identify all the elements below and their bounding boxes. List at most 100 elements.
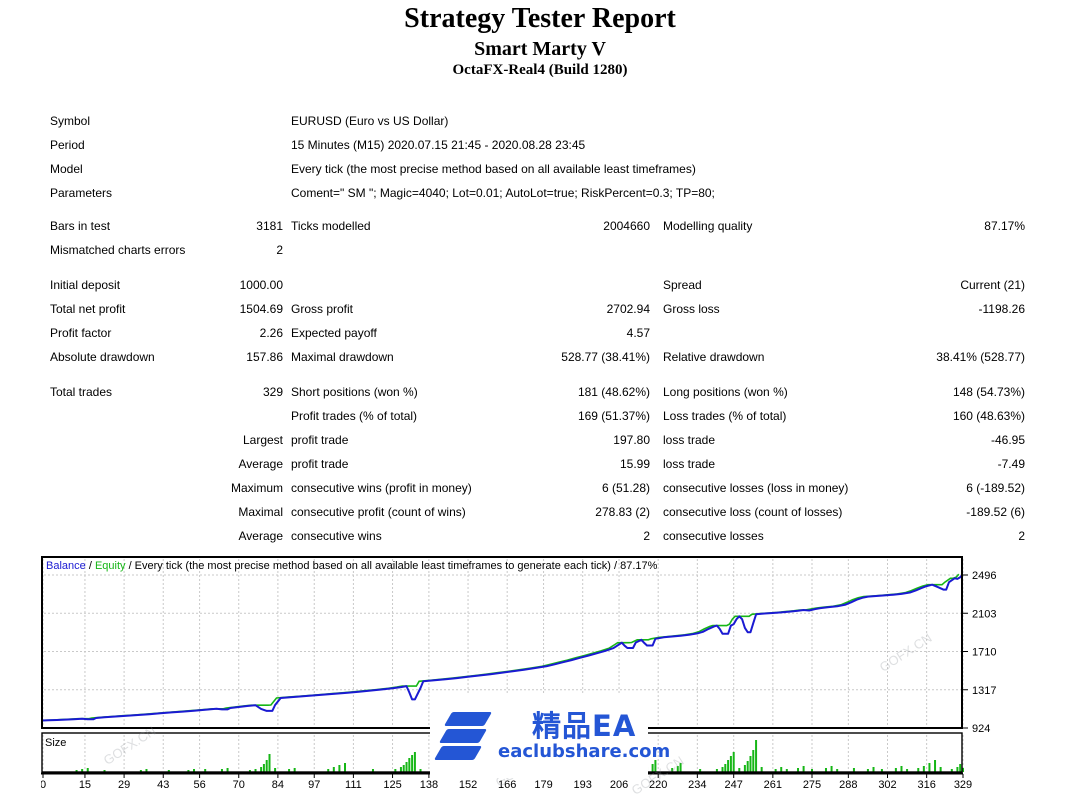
table-cell: 1000.00 [239,278,283,292]
table-row: Bars in test 3181 Ticks modelled 2004660 Mod… [0,214,1080,238]
page-title: Strategy Tester Report [404,3,676,34]
x-tick-label: 29 [118,779,130,791]
table-cell: Current (21) [960,278,1025,292]
table-cell: Modelling quality [663,219,753,233]
table-cell: Spread [663,278,702,292]
x-tick-label: 111 [345,779,362,791]
axis-labels: 2496 2103 1710 1317 924 0 15 29 43 56 70 84 97 111 125… [40,570,997,791]
table-cell: consecutive losses [663,529,764,543]
table-cell: 1504.69 [239,302,283,316]
watermark-site: eaclubshare.com [498,741,671,762]
table-row: Average profit trade 15.99 loss trade -7.49 [0,452,1080,476]
table-cell: EURUSD (Euro vs US Dollar) [291,114,449,128]
x-tick-label: 70 [233,779,245,791]
table-cell: -7.49 [997,457,1025,471]
x-tick-label: 193 [574,779,592,791]
table-cell: Ticks modelled [291,219,371,233]
y-tick-label: 2103 [972,608,996,620]
table-cell: profit trade [291,433,349,447]
table-cell: Profit factor [50,326,112,340]
x-tick-label: 275 [803,779,821,791]
x-tick-label: 288 [839,779,857,791]
table-cell: Every tick (the most precise method base… [291,162,696,176]
table-cell: 169 (51.37%) [577,409,650,423]
table-cell: Absolute drawdown [50,350,155,364]
table-row: Profit trades (% of total) 169 (51.37%) Lo… [0,404,1080,428]
table-cell: Initial deposit [50,278,121,292]
table-cell: 2 [1018,529,1025,543]
table-cell: consecutive losses (loss in money) [663,481,849,495]
x-tick-label: 220 [649,779,667,791]
table-cell: Period [50,138,85,152]
x-tick-label: 125 [383,779,401,791]
grid-lines [42,559,964,771]
y-tick-label: 1317 [972,685,996,697]
table-cell: 6 (51.28) [601,481,650,495]
report-table: Symbol EURUSD (Euro vs US Dollar) Period 15… [0,109,1080,548]
x-tick-label: 56 [193,779,205,791]
table-cell: 2 [643,529,650,543]
table-row: Mismatched charts errors 2 [0,238,1080,262]
table-row: Absolute drawdown 157.86 Maximal drawdown 5… [0,345,1080,369]
table-cell: 2702.94 [606,302,650,316]
balance-chart: 2496 2103 1710 1317 924 0 15 29 43 56 70 84 97 111 125… [40,556,1031,799]
size-panel-label: Size [45,737,66,749]
table-cell: 38.41% (528.77) [936,350,1025,364]
x-tick-label: 43 [157,779,169,791]
table-cell: 148 (54.73%) [952,385,1025,399]
table-cell: Average [238,529,283,543]
table-cell: 3181 [256,219,283,233]
watermark-brand: 精品EA [532,709,637,743]
watermark-badge: 精品EA eaclubshare.com [430,694,670,778]
layers-icon [433,705,496,767]
table-cell: 2004660 [603,219,650,233]
x-tick-label: 0 [41,779,46,791]
table-row: Symbol EURUSD (Euro vs US Dollar) [0,109,1080,133]
table-cell: Maximal [238,505,283,519]
table-cell: 197.80 [613,433,650,447]
table-cell: -46.95 [990,433,1025,447]
table-cell: Short positions (won %) [291,385,418,399]
table-cell: Long positions (won %) [663,385,788,399]
table-cell: Relative drawdown [663,350,765,364]
x-tick-label: 316 [917,779,935,791]
table-cell: loss trade [663,457,716,471]
table-cell: 87.17% [984,219,1025,233]
table-cell: Symbol [50,114,91,128]
table-cell: 329 [262,385,283,399]
table-cell: -189.52 (6) [966,505,1025,519]
x-tick-label: 247 [725,779,743,791]
table-row: Largest profit trade 197.80 loss trade -46.9… [0,428,1080,452]
x-tick-label: 261 [764,779,782,791]
table-cell: Total net profit [50,302,126,316]
table-cell: Loss trades (% of total) [663,409,787,423]
table-row: Period 15 Minutes (M15) 2020.07.15 21:45 … [0,133,1080,157]
x-tick-label: 97 [308,779,320,791]
chart-svg: 2496 2103 1710 1317 924 0 15 29 43 56 70 84 97 111 125… [40,556,997,791]
table-cell: 2.26 [259,326,283,340]
table-cell: 528.77 (38.41%) [561,350,650,364]
x-tick-label: 302 [878,779,896,791]
x-tick-label: 179 [534,779,552,791]
table-cell: consecutive wins (profit in money) [291,481,472,495]
table-row: Profit factor 2.26 Expected payoff 4.57 [0,321,1080,345]
table-row: Initial deposit 1000.00 Spread Current (21) [0,273,1080,297]
table-cell: -1198.26 [978,302,1025,316]
table-cell: 278.83 (2) [595,505,650,519]
table-row: Average consecutive wins 2 consecutive loss… [0,524,1080,548]
table-cell: Profit trades (% of total) [291,409,418,423]
table-cell: Expected payoff [291,326,377,340]
table-cell: 157.86 [246,350,283,364]
table-row: Total trades 329 Short positions (won %) 18… [0,380,1080,404]
table-cell: Coment=" SM "; Magic=4040; Lot=0.01; Aut… [291,186,715,200]
table-cell: Largest [242,433,283,447]
table-row: Total net profit 1504.69 Gross profit 2702.… [0,297,1080,321]
table-row: Maximal consecutive profit (count of wins… [0,500,1080,524]
x-tick-label: 329 [954,779,972,791]
x-tick-label: 166 [498,779,516,791]
balance-line [42,573,962,722]
table-cell: Average [238,457,283,471]
table-cell: Gross loss [663,302,720,316]
table-cell: Model [50,162,83,176]
table-cell: consecutive wins [291,529,382,543]
